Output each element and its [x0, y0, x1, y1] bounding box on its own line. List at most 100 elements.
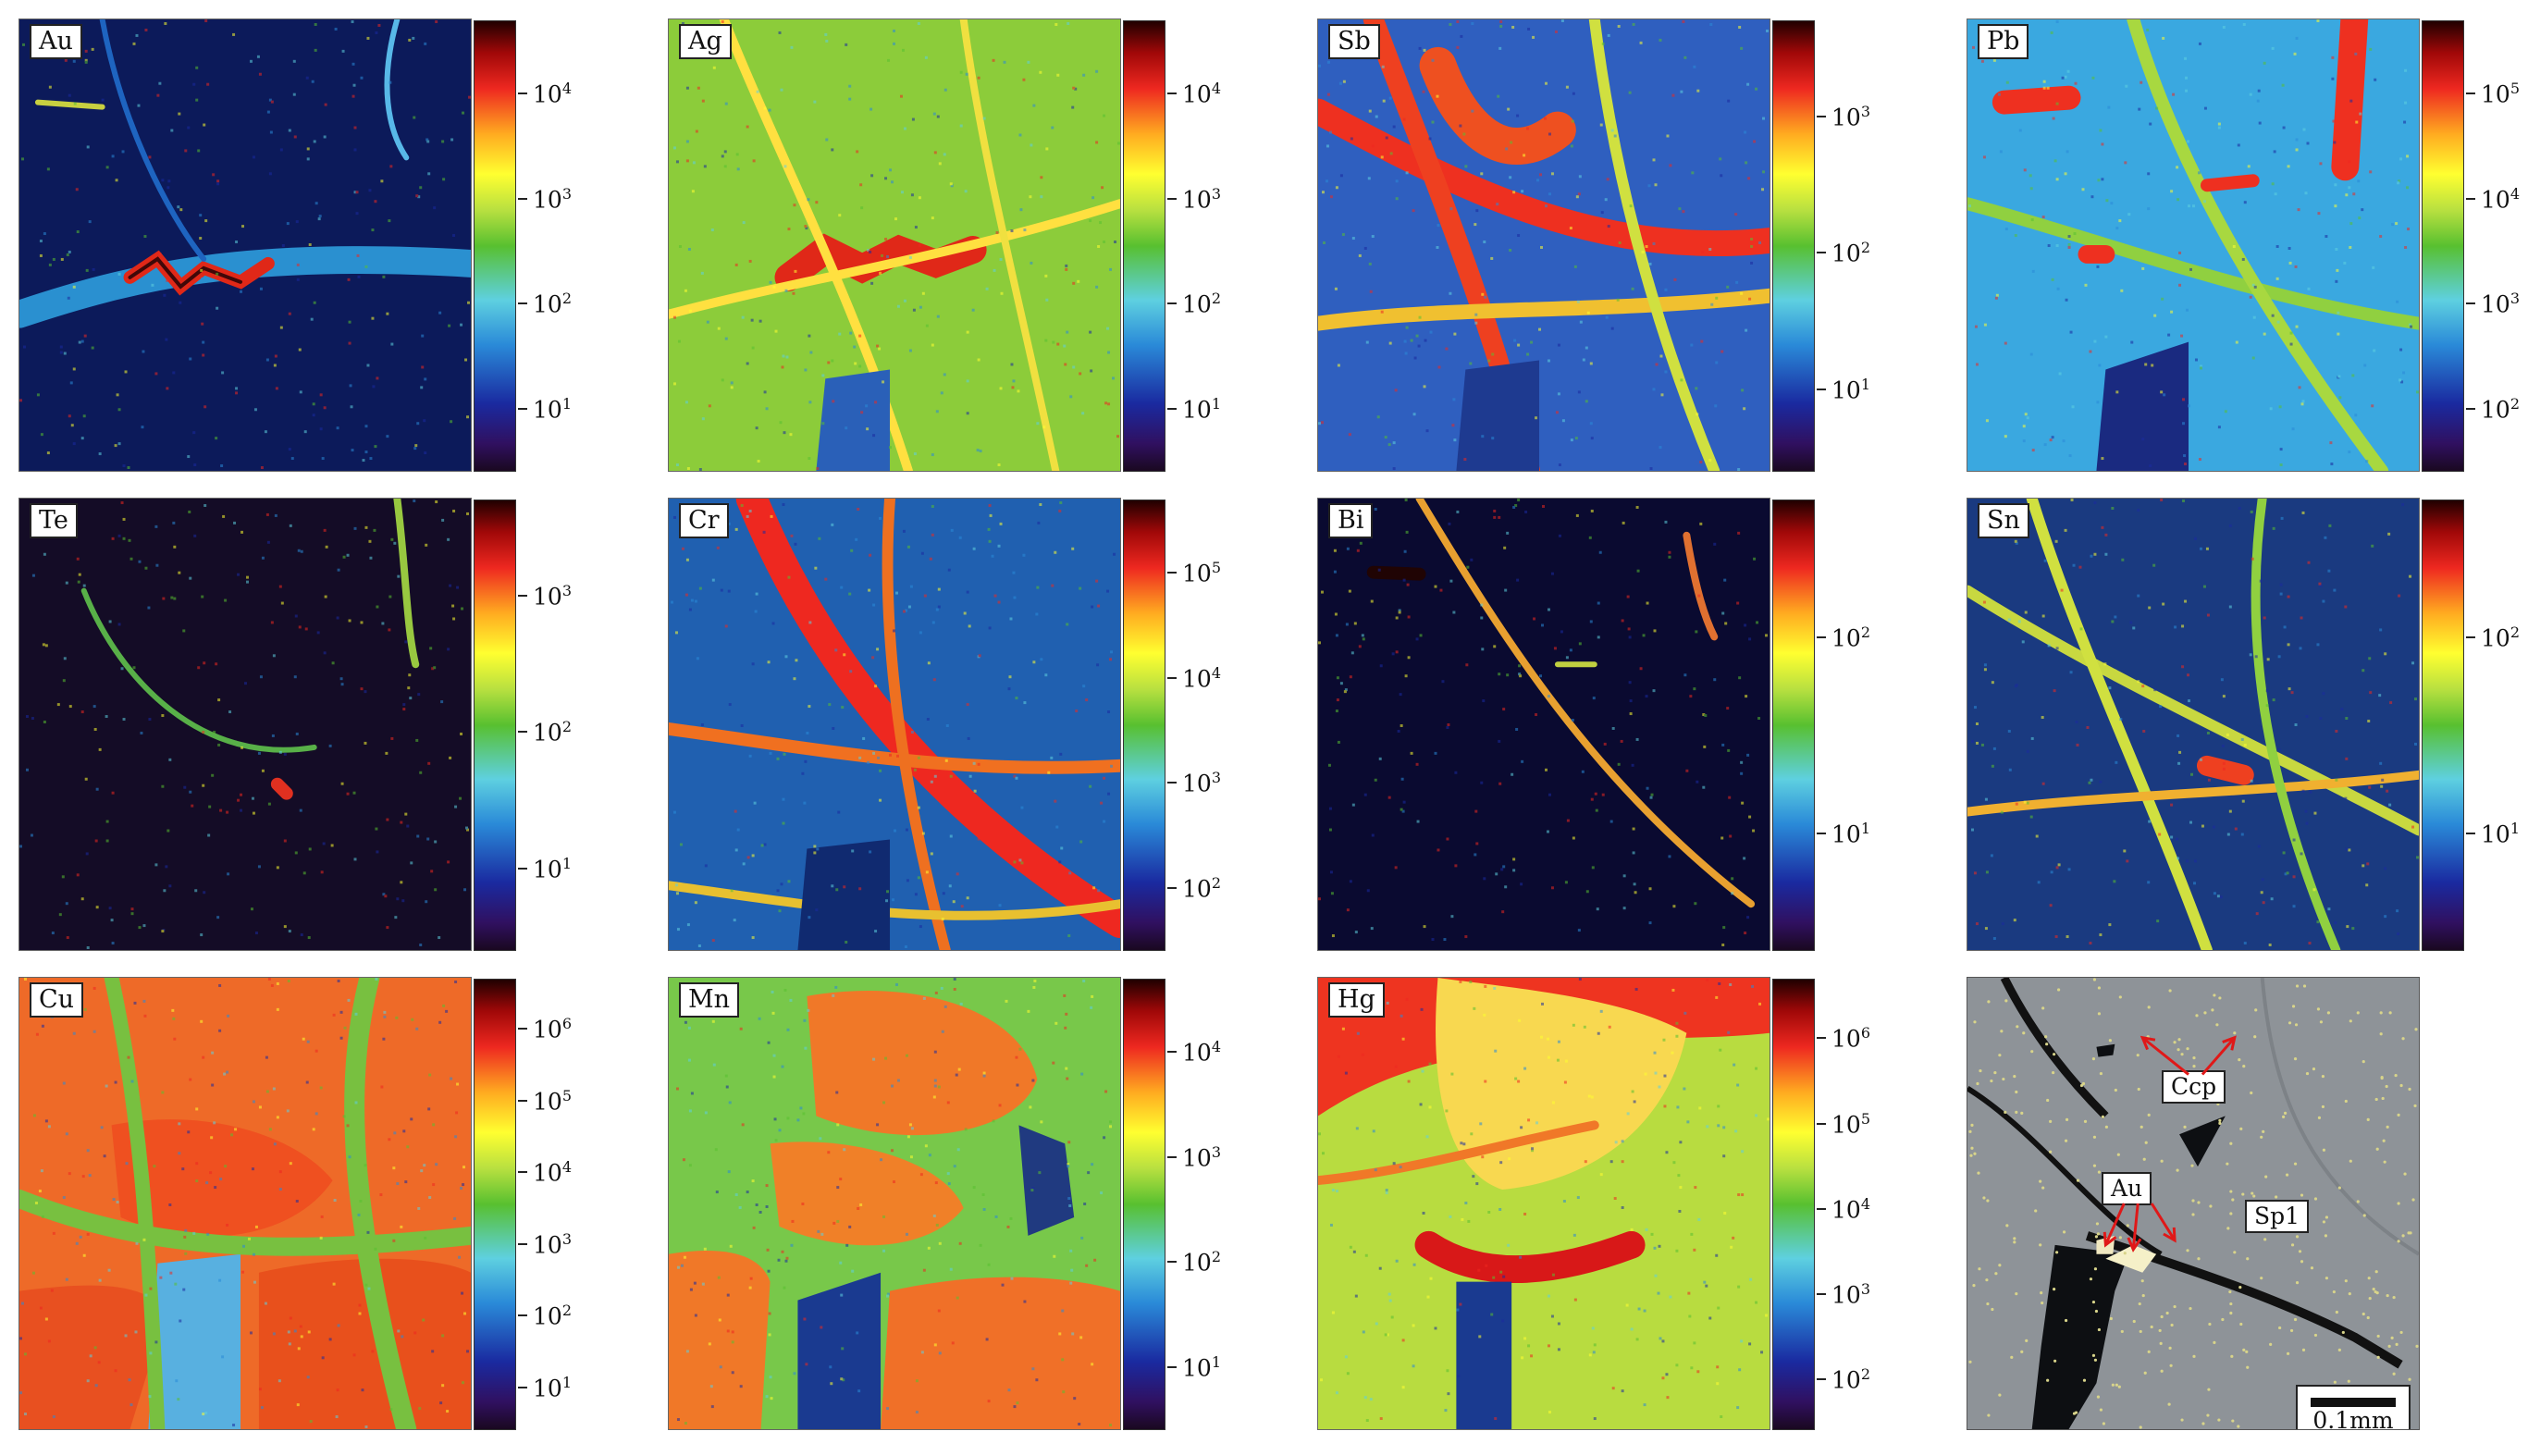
- ccp-dot: [2221, 1317, 2225, 1322]
- ccp-dot: [2399, 1330, 2403, 1335]
- tick-label: 103: [533, 1230, 572, 1259]
- ccp-dot: [2136, 1054, 2140, 1057]
- colorbar: [1123, 500, 1165, 951]
- tick-mark: [518, 595, 527, 597]
- ccp-dot: [2002, 1077, 2005, 1081]
- ccp-dot: [2120, 1329, 2124, 1334]
- ccp-dot: [2226, 1227, 2230, 1230]
- colorbar-tick: 101: [518, 393, 620, 425]
- ccp-dot: [2228, 1290, 2232, 1294]
- ccp-dot: [2076, 1178, 2080, 1182]
- tick-mark: [518, 1171, 527, 1173]
- ccp-dot: [2173, 1041, 2177, 1044]
- element-label: Mn: [679, 982, 740, 1018]
- ccp-dot: [2169, 1363, 2173, 1367]
- intensity-map: [668, 498, 1121, 951]
- colorbar-ticks: 101 102: [1817, 500, 1928, 951]
- ccp-dot: [2313, 1197, 2318, 1201]
- ccp-dot: [2415, 1344, 2419, 1348]
- ccp-dot: [2053, 1053, 2056, 1056]
- ccp-dot: [1990, 1079, 1993, 1083]
- map-feature: [270, 777, 293, 800]
- ccp-dot: [2392, 1372, 2396, 1376]
- tick-label: 105: [533, 1087, 572, 1116]
- ccp-dot: [2397, 1240, 2400, 1243]
- ccp-dot: [2379, 1011, 2383, 1015]
- ccp-dot: [2295, 1235, 2300, 1239]
- ccp-dot: [2168, 1346, 2172, 1350]
- ccp-dot: [2020, 1350, 2024, 1353]
- ccp-dot: [2159, 1341, 2163, 1345]
- ccp-dot: [2326, 1011, 2330, 1015]
- map-feature: [104, 978, 166, 1429]
- ccp-dot: [2208, 1322, 2212, 1326]
- ccp-dot: [2366, 1117, 2370, 1121]
- ccp-dot: [2238, 1058, 2241, 1062]
- element-label: Sn: [1978, 503, 2029, 538]
- map-noise: [672, 19, 1120, 471]
- tick-mark: [518, 408, 527, 410]
- ccp-dot: [2004, 999, 2008, 1003]
- element-map-panel-pb: Pb 102 103 104 105: [1948, 0, 2528, 476]
- ccp-dot: [2025, 1339, 2029, 1342]
- ccp-dot: [2147, 1350, 2151, 1353]
- ccp-dot: [1986, 1199, 1990, 1203]
- ccp-dot: [2275, 1195, 2278, 1199]
- ccp-dot: [2408, 1377, 2411, 1381]
- ccp-dot: [2218, 996, 2222, 1000]
- tick-label: 101: [1831, 820, 1870, 848]
- tick-mark: [1167, 782, 1177, 784]
- intensity-map: [1317, 977, 1770, 1430]
- map-noise: [1967, 19, 2419, 468]
- ccp-dot: [2253, 1035, 2257, 1039]
- ccp-dot: [2325, 1215, 2329, 1219]
- ccp-dot: [2399, 1083, 2403, 1088]
- colorbar-tick: 101: [2466, 818, 2528, 849]
- colorbar: [1123, 20, 1165, 472]
- ccp-dot: [2254, 1008, 2258, 1012]
- ccp-dot: [2191, 1199, 2195, 1203]
- map-feature: [344, 978, 417, 1429]
- ccp-dot: [2195, 1014, 2199, 1018]
- ccp-dot: [2093, 1267, 2098, 1271]
- colorbar-tick: 104: [1167, 662, 1269, 694]
- ccp-dot: [2316, 1007, 2321, 1011]
- element-map-panel-sn: Sn 101 102: [1948, 479, 2528, 956]
- ccp-dot: [2269, 1342, 2273, 1346]
- ccp-dot: [2000, 1030, 2004, 1033]
- colorbar-tick: 105: [1167, 557, 1269, 588]
- map-feature: [959, 19, 1060, 471]
- ccp-dot: [2397, 1202, 2400, 1205]
- ccp-dot: [2305, 1071, 2310, 1076]
- ccp-dot: [2114, 1088, 2117, 1092]
- ccp-dot: [2233, 1031, 2237, 1035]
- ccp-dot: [2030, 1050, 2034, 1054]
- ccp-dot: [2374, 1290, 2377, 1294]
- ccp-dot: [2312, 1067, 2316, 1071]
- tick-label: 101: [533, 1374, 572, 1402]
- colorbar-tick: 102: [1817, 622, 1918, 653]
- tick-label: 104: [533, 1158, 572, 1187]
- ccp-dot: [2237, 1425, 2240, 1428]
- ccp-dot: [2072, 1412, 2077, 1415]
- map-feature: [1415, 499, 1756, 908]
- ccp-dot: [2325, 1277, 2329, 1280]
- ccp-dot: [2293, 1057, 2298, 1061]
- ccp-dot: [2097, 1327, 2102, 1332]
- ccp-dot: [2064, 1139, 2068, 1142]
- ccp-dot: [2293, 1162, 2298, 1166]
- ccp-dot: [1973, 1152, 1977, 1155]
- ccp-dot: [2158, 1328, 2162, 1333]
- tick-label: 102: [533, 718, 572, 747]
- map-noise: [19, 19, 471, 470]
- ccp-dot: [2057, 988, 2061, 992]
- fracture-upper: [2000, 978, 2109, 1119]
- tick-label: 106: [533, 1015, 572, 1043]
- ccp-dot: [2115, 1383, 2118, 1387]
- colorbar-tick: 104: [1167, 1036, 1269, 1067]
- colorbar-ticks: 102 103 104 105: [2466, 20, 2528, 472]
- tick-mark: [2466, 198, 2475, 200]
- ccp-dot: [2147, 1006, 2151, 1009]
- tick-label: 104: [1182, 80, 1221, 108]
- fracture-left: [1967, 1085, 2163, 1257]
